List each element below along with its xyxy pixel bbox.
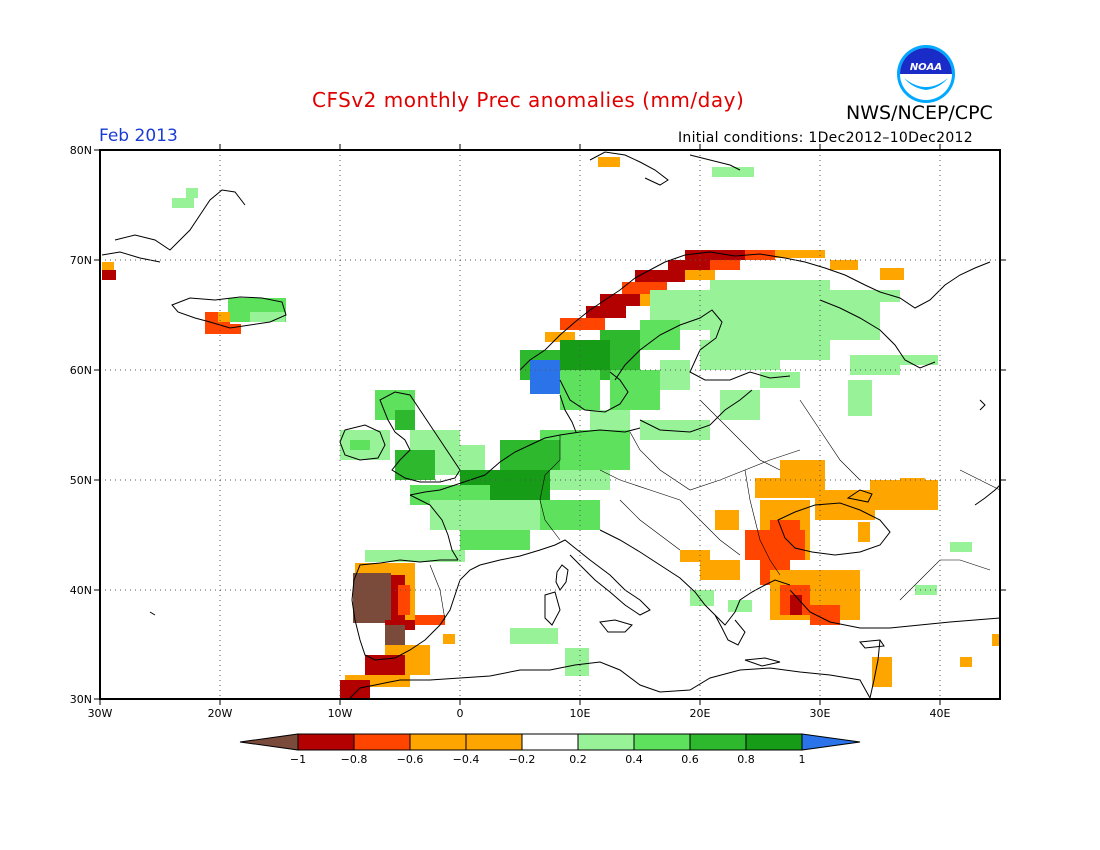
lat-label: 70N: [70, 254, 92, 267]
anomaly-field: [102, 157, 1000, 698]
colorbar-bin: [353, 733, 411, 751]
colorbar: [239, 733, 861, 751]
colorbar-tick-label: −1: [290, 753, 306, 766]
lat-label: 30N: [70, 693, 92, 706]
agency-label: NWS/NCEP/CPC: [846, 102, 993, 124]
lat-label: 60N: [70, 364, 92, 377]
colorbar-tick-label: −0.8: [341, 753, 368, 766]
forecast-month: Feb 2013: [99, 126, 178, 146]
colorbar-tick-label: −0.6: [397, 753, 424, 766]
colorbar-low-arrow: [239, 733, 299, 751]
initial-conditions: Initial conditions: 1Dec2012–10Dec2012: [678, 130, 973, 146]
longitude-labels: 30W 20W 10W 0 10E 20E 30E 40E: [88, 707, 951, 720]
graticule: [100, 150, 1000, 699]
lon-label: 40E: [930, 707, 951, 720]
country-borders: [429, 399, 1001, 621]
colorbar-tick-label: −0.2: [509, 753, 536, 766]
colorbar-tick-label: 0.4: [625, 753, 643, 766]
colorbar-bin: [745, 733, 803, 751]
noaa-logo-icon: NOAA: [897, 45, 955, 103]
coastlines: [101, 151, 1001, 699]
colorbar-bin: [577, 733, 635, 751]
map-title: CFSv2 monthly Prec anomalies (mm/day): [312, 88, 745, 112]
colorbar-tick-label: 0.8: [737, 753, 755, 766]
latitude-labels: 80N 70N 60N 50N 40N 30N: [70, 144, 92, 706]
lon-label: 10W: [328, 707, 353, 720]
colorbar-labels: −1 −0.8 −0.6 −0.4 −0.2 0.2 0.4 0.6 0.8 1: [290, 753, 806, 766]
colorbar-bin: [689, 733, 747, 751]
lon-label: 0: [457, 707, 464, 720]
colorbar-bin: [409, 733, 467, 751]
lon-label: 20E: [690, 707, 711, 720]
lat-label: 80N: [70, 144, 92, 157]
lat-label: 50N: [70, 474, 92, 487]
colorbar-tick-label: 0.6: [681, 753, 699, 766]
colorbar-high-arrow: [801, 733, 861, 751]
colorbar-bin: [633, 733, 691, 751]
colorbar-bin: [465, 733, 523, 751]
colorbar-bin: [297, 733, 355, 751]
colorbar-tick-label: 1: [799, 753, 806, 766]
lon-label: 10E: [570, 707, 591, 720]
lon-label: 30E: [810, 707, 831, 720]
colorbar-tick-label: 0.2: [569, 753, 587, 766]
axis-ticks: [94, 144, 1006, 705]
lon-label: 20W: [208, 707, 233, 720]
map-frame: [99, 149, 1001, 700]
colorbar-tick-label: −0.4: [453, 753, 480, 766]
colorbar-bin: [521, 733, 579, 751]
noaa-logo-text: NOAA: [910, 62, 942, 73]
lat-label: 40N: [70, 584, 92, 597]
lon-label: 30W: [88, 707, 113, 720]
